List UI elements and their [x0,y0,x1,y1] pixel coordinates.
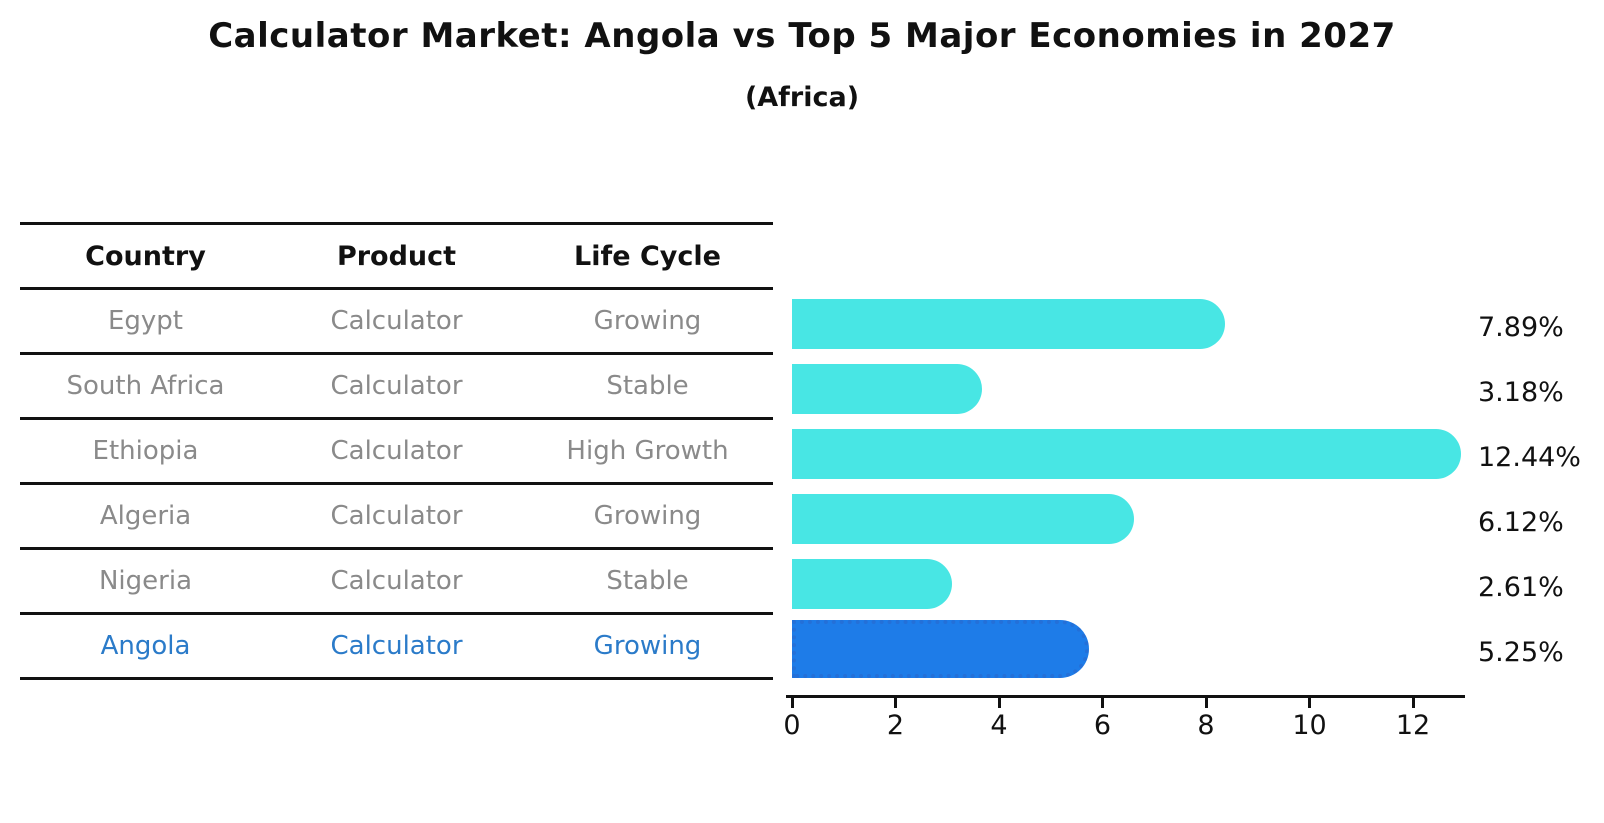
value-label-ethiopia: 12.44% [1478,441,1581,473]
table-cell-product: Calculator [330,371,463,401]
table-cell-product: Calculator [330,631,463,661]
table-cell-product: Calculator [330,501,463,531]
table-row-angola: Angola Calculator Growing [20,615,773,680]
bar-algeria [792,493,1134,544]
table-cell-country: Egypt [107,306,184,336]
bar-angola [792,619,1089,678]
table-row-ethiopia: Ethiopia Calculator High Growth [20,420,773,485]
x-tick-label-10: 10 [1292,710,1327,741]
table-row-nigeria: Nigeria Calculator Stable [20,550,773,615]
table-header-life-cycle: Life Cycle [574,240,721,272]
table-cell-life-cycle: Stable [606,566,689,596]
chart-subtitle: (Africa) [744,82,860,113]
table-cell-country: Angola [100,631,191,661]
value-label-south-africa: 3.18% [1478,376,1564,408]
table-cell-life-cycle: Growing [593,306,702,336]
x-axis-line [786,695,1465,698]
table-cell-country: Nigeria [98,566,193,596]
table-cell-country: Ethiopia [92,436,199,466]
value-label-nigeria: 2.61% [1478,571,1564,603]
value-label-algeria: 6.12% [1478,506,1564,538]
x-tick-2 [894,697,897,708]
x-tick-label-12: 12 [1395,710,1431,741]
table-cell-life-cycle: Growing [593,501,702,531]
table-row-south-africa: South Africa Calculator Stable [20,355,773,420]
table-cell-product: Calculator [330,566,463,596]
value-label-egypt: 7.89% [1478,311,1564,343]
chart-title: Calculator Market: Angola vs Top 5 Major… [208,16,1396,56]
x-tick-4 [997,697,1001,708]
x-tick-label-6: 6 [1093,710,1112,741]
bar-south-africa [792,363,982,414]
x-tick-8 [1204,697,1208,708]
table-cell-life-cycle: High Growth [566,436,729,466]
table-header-row: Country Product Life Cycle [20,222,773,290]
x-tick-6 [1101,697,1104,708]
x-tick-label-4: 4 [990,710,1008,741]
value-label-angola: 5.25% [1478,636,1564,668]
table-header-country: Country [85,240,206,272]
table-cell-product: Calculator [330,436,463,466]
table-cell-life-cycle: Stable [606,371,689,401]
table-body: Egypt Calculator Growing South Africa Calcul… [20,290,773,680]
x-tick-label-0: 0 [783,710,801,741]
table-cell-life-cycle: Growing [593,631,702,661]
bar-egypt [792,298,1226,349]
x-tick-0 [790,697,794,708]
table-cell-country: South Africa [66,371,225,401]
x-tick-label-8: 8 [1197,710,1215,741]
table-cell-product: Calculator [330,306,463,336]
bar-ethiopia [792,428,1461,479]
x-tick-10 [1308,697,1311,708]
country-table: Country Product Life Cycle Egypt Calculat… [20,222,773,680]
table-header-product: Product [336,240,457,272]
x-tick-label-2: 2 [886,710,905,741]
bar-nigeria [792,558,953,609]
table-cell-country: Algeria [99,501,192,531]
x-tick-12 [1411,697,1415,708]
table-row-algeria: Algeria Calculator Growing [20,485,773,550]
table-row-egypt: Egypt Calculator Growing [20,290,773,355]
